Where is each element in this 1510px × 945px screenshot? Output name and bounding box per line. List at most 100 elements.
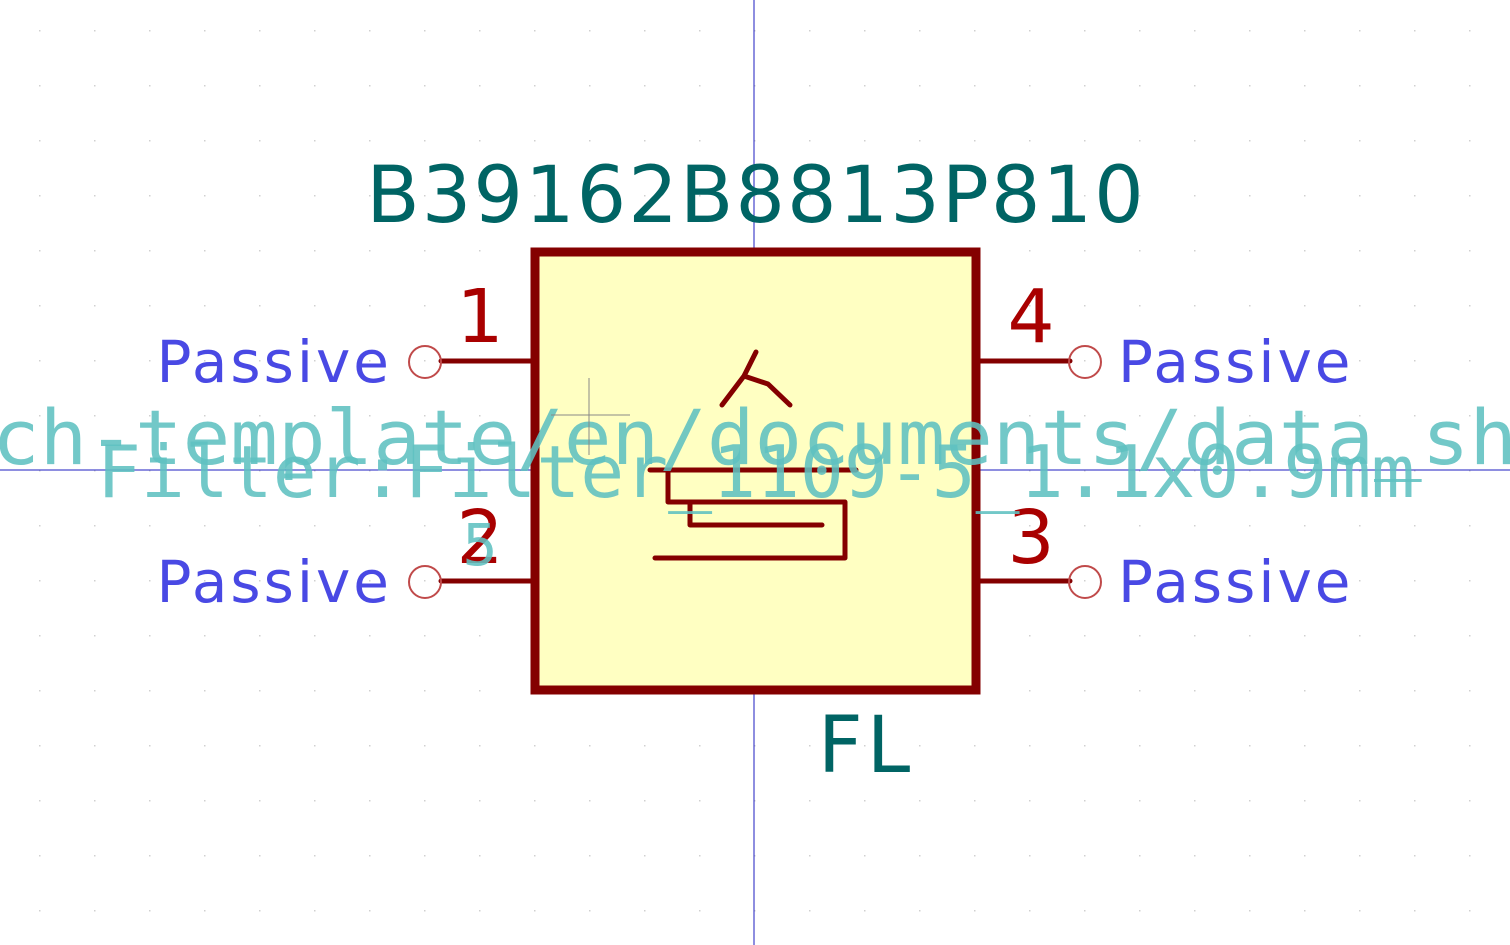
grid-dot bbox=[644, 30, 646, 32]
grid-dot bbox=[919, 855, 921, 857]
grid-dot bbox=[1029, 525, 1031, 527]
grid-dot bbox=[314, 525, 316, 527]
grid-dot bbox=[204, 140, 206, 142]
grid-dot bbox=[314, 30, 316, 32]
grid-dot bbox=[424, 855, 426, 857]
grid-dot bbox=[204, 470, 206, 472]
grid-dot bbox=[1139, 195, 1141, 197]
grid-dot bbox=[1249, 415, 1251, 417]
grid-dot bbox=[699, 85, 701, 87]
grid-dot bbox=[974, 855, 976, 857]
grid-dot bbox=[369, 525, 371, 527]
grid-dot bbox=[94, 800, 96, 802]
grid-dot bbox=[1139, 470, 1141, 472]
grid-dot bbox=[1304, 470, 1306, 472]
grid-dot bbox=[204, 30, 206, 32]
grid-dot bbox=[974, 140, 976, 142]
grid-dot bbox=[479, 85, 481, 87]
grid-dot bbox=[259, 690, 261, 692]
grid-dot bbox=[1194, 910, 1196, 912]
grid-dot bbox=[1469, 800, 1471, 802]
grid-dot bbox=[204, 195, 206, 197]
pin-1-number: 1 bbox=[456, 274, 503, 360]
grid-dot bbox=[39, 525, 41, 527]
grid-dot bbox=[1084, 525, 1086, 527]
grid-dot bbox=[1139, 85, 1141, 87]
grid-dot bbox=[919, 85, 921, 87]
grid-dot bbox=[1304, 250, 1306, 252]
grid-dot bbox=[974, 195, 976, 197]
grid-dot bbox=[1249, 635, 1251, 637]
grid-dot bbox=[204, 85, 206, 87]
grid-dot bbox=[1139, 910, 1141, 912]
grid-dot bbox=[809, 195, 811, 197]
grid-dot bbox=[644, 910, 646, 912]
grid-dot bbox=[699, 910, 701, 912]
grid-dot bbox=[1249, 855, 1251, 857]
datasheet-field[interactable]: ch-template/en/documents/data_sh bbox=[0, 393, 1510, 482]
grid-dot bbox=[39, 690, 41, 692]
grid-dot bbox=[809, 910, 811, 912]
grid-dot bbox=[864, 910, 866, 912]
grid-dot bbox=[259, 800, 261, 802]
grid-dot bbox=[39, 195, 41, 197]
grid-dot bbox=[1414, 580, 1416, 582]
pin-2-type: Passive bbox=[157, 548, 392, 616]
grid-dot bbox=[259, 580, 261, 582]
grid-dot bbox=[809, 745, 811, 747]
symbol-reference-label[interactable]: FL bbox=[818, 701, 914, 791]
grid-dot bbox=[39, 855, 41, 857]
grid-dot bbox=[754, 800, 756, 802]
grid-dot bbox=[1194, 470, 1196, 472]
grid-dot bbox=[864, 140, 866, 142]
grid-dot bbox=[1139, 745, 1141, 747]
grid-dot bbox=[644, 800, 646, 802]
grid-dot bbox=[149, 415, 151, 417]
grid-dot bbox=[1469, 525, 1471, 527]
grid-dot bbox=[1469, 580, 1471, 582]
grid-dot bbox=[39, 800, 41, 802]
grid-dot bbox=[1194, 415, 1196, 417]
grid-dot bbox=[1194, 745, 1196, 747]
pin-2-connection-point[interactable] bbox=[408, 565, 442, 599]
grid-dot bbox=[1469, 360, 1471, 362]
pin-3-connection-point[interactable] bbox=[1068, 565, 1102, 599]
grid-dot bbox=[1414, 800, 1416, 802]
grid-dot bbox=[259, 305, 261, 307]
grid-dot bbox=[1359, 360, 1361, 362]
grid-dot bbox=[149, 305, 151, 307]
grid-dot bbox=[314, 690, 316, 692]
grid-dot bbox=[1084, 910, 1086, 912]
grid-dot bbox=[1249, 360, 1251, 362]
grid-dot bbox=[1139, 415, 1141, 417]
grid-dot bbox=[1194, 855, 1196, 857]
grid-dot bbox=[974, 85, 976, 87]
grid-dot bbox=[369, 800, 371, 802]
grid-dot bbox=[1139, 855, 1141, 857]
grid-dot bbox=[94, 525, 96, 527]
grid-dot bbox=[1029, 140, 1031, 142]
grid-dot bbox=[39, 305, 41, 307]
grid-dot bbox=[1194, 30, 1196, 32]
hidden-field-fragment: 5 bbox=[463, 511, 498, 579]
grid-dot bbox=[589, 855, 591, 857]
grid-dot bbox=[1469, 855, 1471, 857]
pin-1-connection-point[interactable] bbox=[408, 345, 442, 379]
grid-dot bbox=[314, 470, 316, 472]
grid-dot bbox=[1139, 800, 1141, 802]
grid-dot bbox=[149, 745, 151, 747]
grid-dot bbox=[919, 800, 921, 802]
footprint-field[interactable]: Filter:Filter_1109-5_1.1x0.9mm bbox=[97, 430, 1415, 514]
symbol-value-label[interactable]: B39162B8813P810 bbox=[366, 151, 1146, 241]
grid-dot bbox=[314, 250, 316, 252]
grid-dot bbox=[259, 140, 261, 142]
grid-dot bbox=[644, 195, 646, 197]
grid-dot bbox=[1194, 690, 1196, 692]
grid-dot bbox=[424, 470, 426, 472]
grid-dot bbox=[1139, 360, 1141, 362]
pin-4-connection-point[interactable] bbox=[1068, 345, 1102, 379]
grid-dot bbox=[39, 360, 41, 362]
grid-dot bbox=[1469, 140, 1471, 142]
grid-dot bbox=[1084, 470, 1086, 472]
